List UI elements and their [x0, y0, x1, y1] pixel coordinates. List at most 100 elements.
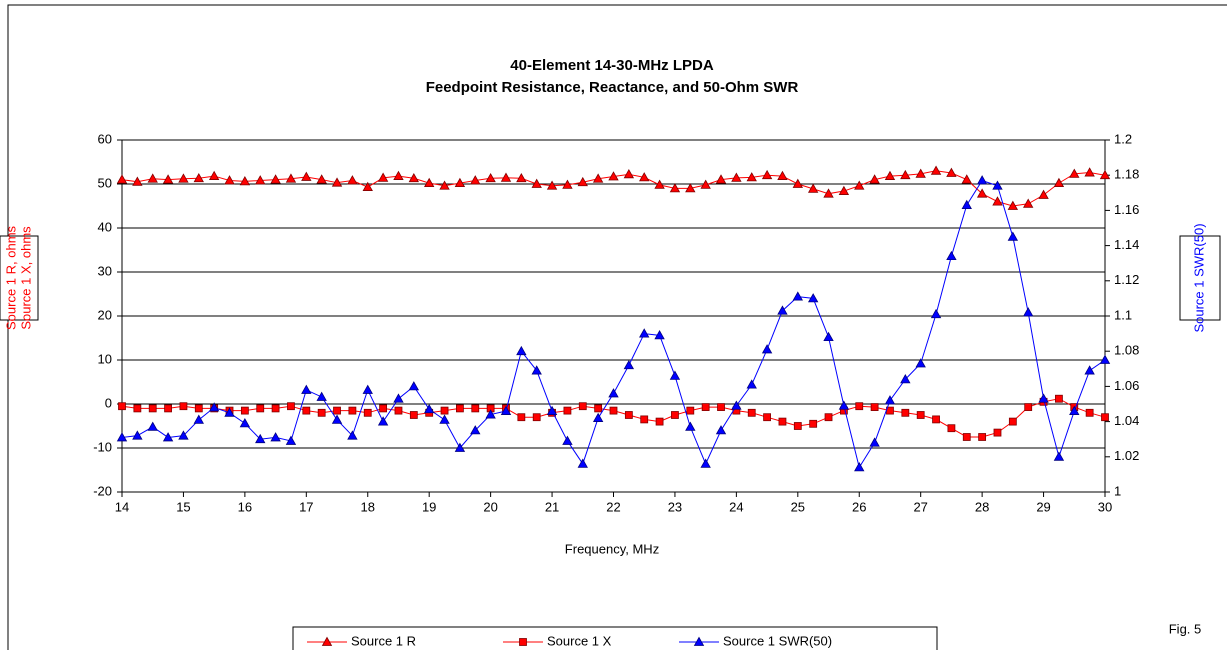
marker [1007, 231, 1019, 241]
marker [1023, 198, 1034, 208]
y2-tick-label: 1.12 [1114, 272, 1139, 287]
marker [224, 175, 235, 185]
marker [454, 177, 466, 188]
marker [285, 173, 297, 183]
marker [731, 400, 742, 410]
marker [700, 179, 711, 189]
marker [624, 411, 633, 419]
marker [1008, 417, 1017, 426]
y2-axis-label: Source 1 SWR(50) [1191, 223, 1206, 332]
marker [116, 432, 128, 442]
y-tick-label: 20 [98, 307, 112, 322]
marker [133, 404, 142, 413]
marker [132, 430, 143, 440]
marker [639, 172, 650, 182]
marker [162, 432, 174, 442]
x-tick-label: 28 [975, 499, 989, 514]
x-tick-label: 27 [913, 499, 927, 514]
y-axis-label: Source 1 X, ohms [18, 226, 33, 330]
marker [930, 165, 942, 175]
marker [747, 408, 756, 417]
marker [623, 359, 635, 370]
marker [930, 308, 942, 319]
marker [316, 391, 327, 401]
marker [208, 402, 220, 412]
x-axis-label: Frequency, MHz [565, 541, 659, 556]
marker [1069, 405, 1080, 415]
marker [162, 174, 174, 184]
marker [147, 421, 158, 431]
marker [178, 430, 189, 440]
marker [193, 414, 204, 424]
y-axis-label: Source 1 R, ohms [3, 225, 18, 330]
marker [608, 388, 619, 398]
marker [623, 169, 635, 179]
x-tick-label: 29 [1036, 499, 1050, 514]
marker [408, 172, 420, 183]
marker [193, 172, 204, 183]
marker [1099, 354, 1111, 364]
marker [854, 180, 865, 190]
marker [317, 408, 326, 417]
marker [655, 417, 664, 426]
y2-tick-label: 1.16 [1114, 202, 1139, 217]
marker [715, 425, 727, 435]
y2-tick-label: 1.08 [1114, 343, 1139, 358]
marker [500, 405, 512, 415]
marker [270, 174, 281, 184]
marker [746, 172, 757, 182]
x-tick-label: 24 [729, 499, 743, 514]
marker [301, 171, 312, 181]
marker [978, 433, 987, 441]
plot-border [121, 139, 1106, 493]
x-tick-label: 14 [115, 499, 129, 514]
marker [778, 417, 787, 426]
legend-label: Source 1 SWR(50) [723, 633, 832, 648]
marker [164, 404, 172, 413]
marker [807, 293, 819, 303]
marker [362, 384, 373, 394]
marker [347, 175, 358, 185]
marker [531, 365, 542, 375]
chart-subtitle: Feedpoint Resistance, Reactance, and 50-… [426, 79, 799, 96]
x-tick-label: 21 [545, 499, 559, 514]
marker [394, 406, 403, 415]
y2-axis-label-box [1179, 235, 1221, 321]
y-axis-label-box [0, 235, 39, 321]
marker [321, 636, 333, 646]
marker [608, 171, 619, 181]
marker [331, 177, 343, 187]
annotation: Fig. 5 [1169, 621, 1202, 636]
marker [1007, 200, 1019, 210]
marker [379, 404, 388, 413]
marker [194, 404, 203, 413]
marker [915, 168, 926, 178]
x-tick-label: 15 [176, 499, 190, 514]
marker [669, 370, 681, 380]
marker [516, 345, 527, 356]
marker [256, 404, 265, 413]
marker [1038, 393, 1049, 403]
marker [1053, 451, 1065, 461]
marker [992, 196, 1003, 206]
marker [562, 435, 573, 445]
marker [500, 172, 512, 182]
y2-tick-label: 1.04 [1114, 413, 1139, 428]
marker [532, 413, 541, 422]
marker [147, 173, 158, 183]
marker [347, 430, 358, 440]
marker [224, 407, 235, 417]
marker [178, 173, 189, 183]
marker [640, 415, 649, 424]
marker [1099, 169, 1111, 180]
marker [686, 406, 695, 415]
marker [992, 180, 1003, 190]
marker [408, 381, 420, 391]
marker [1023, 307, 1034, 317]
marker [901, 408, 910, 417]
marker [424, 403, 435, 414]
marker [594, 404, 603, 413]
chart-title: 40-Element 14-30-MHz LPDA [510, 57, 714, 74]
marker [578, 402, 587, 411]
